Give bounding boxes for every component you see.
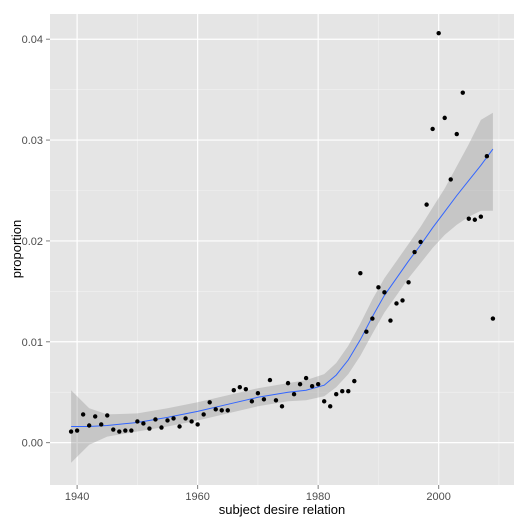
- data-point: [267, 377, 273, 383]
- data-point: [346, 389, 351, 394]
- data-point: [171, 416, 176, 421]
- data-point: [213, 407, 218, 412]
- data-point: [454, 131, 459, 137]
- data-point: [430, 126, 435, 132]
- data-point: [99, 422, 104, 427]
- data-point: [177, 424, 182, 429]
- data-point: [86, 423, 92, 428]
- data-point: [478, 214, 484, 219]
- data-point: [297, 381, 303, 387]
- data-point: [460, 90, 465, 95]
- data-point: [243, 386, 249, 392]
- data-point: [105, 413, 110, 418]
- data-point: [370, 316, 375, 321]
- data-points: [68, 30, 496, 434]
- data-point: [165, 418, 170, 423]
- data-point: [291, 392, 297, 397]
- data-point: [201, 412, 206, 417]
- y-tick-label: 0.01: [22, 337, 43, 349]
- data-point: [364, 329, 369, 334]
- data-point: [111, 427, 116, 432]
- data-point: [340, 389, 345, 394]
- data-point: [255, 391, 261, 396]
- y-tick-label: 0.04: [22, 34, 43, 46]
- data-point: [135, 419, 140, 424]
- data-point: [231, 387, 236, 393]
- data-point: [219, 408, 224, 413]
- data-point: [237, 384, 243, 390]
- data-point: [189, 419, 194, 424]
- data-point: [376, 285, 381, 290]
- data-point: [123, 428, 128, 433]
- data-point: [424, 202, 429, 207]
- y-tick-label: 0.02: [22, 236, 43, 248]
- data-point: [74, 428, 80, 433]
- data-point: [484, 154, 490, 159]
- data-point: [466, 216, 472, 221]
- y-axis-title: proportion: [9, 220, 24, 279]
- major-gridlines: [50, 14, 514, 485]
- data-point: [249, 399, 255, 404]
- data-point: [358, 271, 363, 276]
- data-point: [352, 378, 357, 384]
- data-point: [394, 301, 399, 306]
- data-point: [382, 290, 387, 295]
- x-tick-label: 1940: [65, 491, 89, 503]
- y-tick-label: 0.03: [22, 135, 43, 147]
- data-point: [129, 428, 134, 433]
- minor-gridlines: [50, 14, 514, 485]
- data-point: [303, 375, 309, 381]
- data-point: [448, 177, 453, 182]
- data-point: [400, 298, 405, 303]
- x-tick-label: 2000: [426, 491, 450, 503]
- data-point: [436, 30, 441, 36]
- y-tick-label: 0.00: [22, 438, 43, 450]
- data-point: [117, 429, 122, 434]
- data-point: [412, 249, 417, 255]
- data-point: [92, 414, 98, 419]
- x-axis-ticks: 1940 1960 1980 2000: [65, 485, 451, 503]
- data-point: [195, 422, 200, 427]
- data-point: [80, 412, 86, 417]
- data-point: [147, 426, 152, 431]
- data-point: [442, 115, 447, 121]
- y-axis-ticks: 0.00 0.01 0.02 0.03 0.04: [22, 34, 50, 450]
- data-point: [141, 421, 146, 426]
- data-point: [328, 404, 333, 409]
- data-point: [225, 408, 230, 413]
- data-point: [207, 400, 212, 405]
- x-tick-label: 1980: [306, 491, 330, 503]
- data-point: [406, 280, 411, 285]
- data-point: [388, 318, 393, 323]
- data-point: [490, 316, 496, 321]
- data-point: [261, 397, 267, 402]
- data-point: [68, 429, 74, 434]
- data-point: [273, 398, 279, 403]
- smooth-trend-line: [71, 148, 494, 427]
- data-point: [285, 380, 291, 386]
- x-axis-title: subject desire relation: [219, 502, 345, 517]
- data-point: [279, 404, 285, 409]
- data-point: [418, 239, 423, 245]
- x-tick-label: 1960: [185, 491, 209, 503]
- data-point: [472, 217, 478, 222]
- data-point: [321, 399, 327, 404]
- data-point: [309, 383, 315, 389]
- data-point: [159, 425, 164, 430]
- data-point: [315, 381, 321, 387]
- data-point: [334, 392, 339, 397]
- data-point: [153, 417, 158, 422]
- data-point: [183, 416, 188, 421]
